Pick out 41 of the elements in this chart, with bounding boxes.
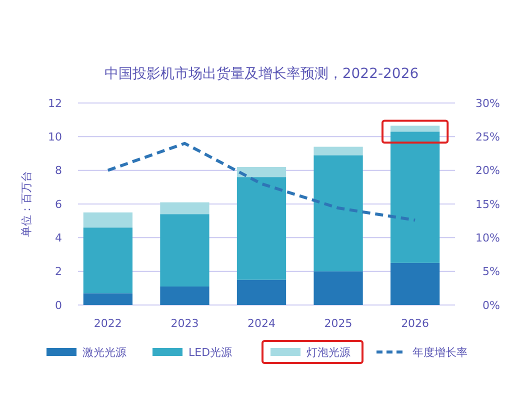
bar bbox=[83, 212, 132, 228]
bar bbox=[390, 262, 440, 305]
y2-tick-label: 30% bbox=[476, 96, 500, 110]
y-tick-label: 4 bbox=[55, 232, 62, 245]
y2-tick-label: 25% bbox=[476, 130, 500, 144]
y2-tick-label: 15% bbox=[476, 198, 500, 211]
y-tick-label: 6 bbox=[55, 198, 62, 211]
bar bbox=[314, 155, 363, 272]
x-tick-label: 2025 bbox=[324, 317, 352, 330]
chart-title: 中国投影机市场出货量及增长率预测，2022-2026 bbox=[104, 66, 419, 82]
bar bbox=[83, 228, 132, 294]
legend-label: 激光光源 bbox=[82, 346, 126, 359]
x-tick-label: 2022 bbox=[94, 317, 122, 330]
y2-tick-label: 20% bbox=[476, 164, 500, 178]
y-tick-label: 0 bbox=[55, 298, 62, 312]
legend-label: 年度增长率 bbox=[412, 346, 468, 359]
y-tick-label: 2 bbox=[55, 265, 62, 278]
x-tick-label: 2026 bbox=[401, 317, 430, 330]
bar bbox=[160, 286, 210, 305]
y-tick-label: 10 bbox=[48, 130, 62, 144]
y-tick-label: 12 bbox=[48, 96, 62, 110]
x-tick-label: 2024 bbox=[248, 317, 276, 330]
y2-tick-label: 5% bbox=[482, 265, 500, 278]
bar bbox=[236, 280, 286, 305]
x-tick-label: 2023 bbox=[170, 317, 199, 330]
bar bbox=[160, 202, 210, 214]
y-tick-label: 8 bbox=[55, 164, 62, 178]
y2-tick-label: 0% bbox=[482, 298, 500, 312]
bar bbox=[83, 293, 132, 305]
bar bbox=[236, 166, 286, 178]
bar bbox=[390, 132, 440, 263]
legend-label: LED光源 bbox=[188, 346, 232, 359]
bar bbox=[390, 126, 440, 132]
y-axis-title: 单位：百万台 bbox=[20, 171, 33, 237]
bar bbox=[314, 146, 363, 156]
bar bbox=[236, 177, 286, 280]
bar bbox=[160, 214, 210, 286]
y2-tick-label: 10% bbox=[476, 232, 500, 245]
legend-label: 灯泡光源 bbox=[306, 346, 350, 359]
line-series bbox=[106, 142, 417, 222]
bar bbox=[314, 271, 363, 305]
